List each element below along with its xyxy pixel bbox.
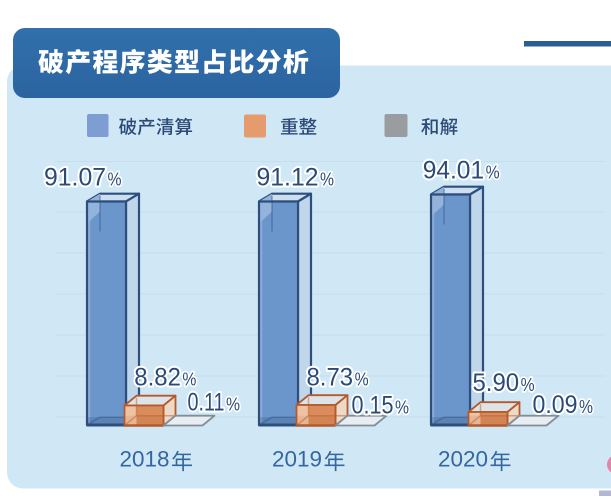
svg-text:%: % bbox=[521, 375, 535, 395]
svg-text:2020: 2020 bbox=[438, 447, 488, 472]
svg-text:0.15: 0.15 bbox=[352, 392, 394, 420]
svg-text:%: % bbox=[320, 169, 334, 189]
svg-text:8.82: 8.82 bbox=[134, 363, 181, 391]
svg-text:5.90: 5.90 bbox=[473, 369, 520, 397]
svg-text:%: % bbox=[182, 369, 196, 389]
svg-text:%: % bbox=[355, 370, 369, 390]
svg-text:%: % bbox=[579, 397, 593, 417]
svg-text:2019: 2019 bbox=[272, 447, 322, 472]
svg-text:%: % bbox=[395, 398, 409, 418]
svg-text:94.01: 94.01 bbox=[423, 157, 484, 185]
svg-text:%: % bbox=[108, 169, 122, 189]
svg-text:91.07: 91.07 bbox=[44, 163, 106, 191]
svg-text:%: % bbox=[486, 163, 500, 183]
svg-text:8.73: 8.73 bbox=[307, 364, 354, 392]
svg-text:0.09: 0.09 bbox=[533, 391, 578, 419]
svg-text:%: % bbox=[226, 395, 240, 415]
svg-text:2018: 2018 bbox=[120, 447, 170, 472]
svg-text:91.12: 91.12 bbox=[257, 163, 319, 191]
svg-text:0.11: 0.11 bbox=[188, 389, 225, 417]
